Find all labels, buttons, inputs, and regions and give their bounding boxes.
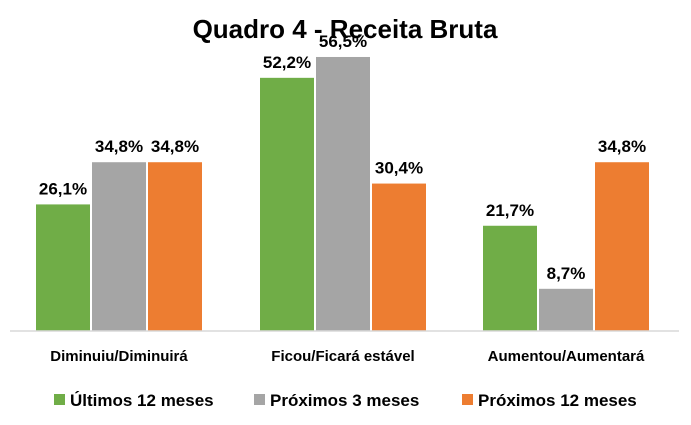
category-labels: Diminuiu/Diminuirá Ficou/Ficará estável Au… (50, 348, 645, 365)
data-label: 34,8% (151, 137, 199, 156)
bar-2-1 (92, 162, 146, 331)
bar-2-2 (316, 56, 370, 331)
plot-area: 26,1% 34,8% 34,8% 52,2% 56,5% 30,4% 21,7% 8,7% 3… (36, 32, 649, 331)
data-label: 52,2% (263, 53, 311, 72)
data-label: 26,1% (39, 179, 87, 198)
bar-1-2 (260, 77, 314, 331)
data-label: 8,7% (547, 264, 586, 283)
data-label: 30,4% (375, 159, 423, 178)
bar-3-1 (148, 162, 202, 331)
category-label: Aumentou/Aumentará (488, 348, 645, 365)
legend-swatch (54, 394, 65, 405)
bar-1-1 (36, 204, 90, 331)
category-label: Ficou/Ficará estável (271, 348, 414, 365)
data-label: 34,8% (598, 137, 646, 156)
bar-3-2 (372, 183, 426, 331)
legend-label: Próximos 12 meses (478, 391, 637, 410)
legend-label: Próximos 3 meses (270, 391, 419, 410)
legend-swatch (462, 394, 473, 405)
data-label: 34,8% (95, 137, 143, 156)
bar-2-3 (539, 288, 593, 331)
legend-label: Últimos 12 meses (70, 391, 214, 410)
bar-3-3 (595, 162, 649, 331)
data-label: 56,5% (319, 32, 367, 51)
bar-1-3 (483, 225, 537, 331)
legend-swatch (254, 394, 265, 405)
chart-title: Quadro 4 - Receita Bruta (193, 14, 498, 44)
data-label: 21,7% (486, 201, 534, 220)
category-label: Diminuiu/Diminuirá (50, 348, 188, 365)
legend: Últimos 12 meses Próximos 3 meses Próximos… (54, 391, 637, 410)
